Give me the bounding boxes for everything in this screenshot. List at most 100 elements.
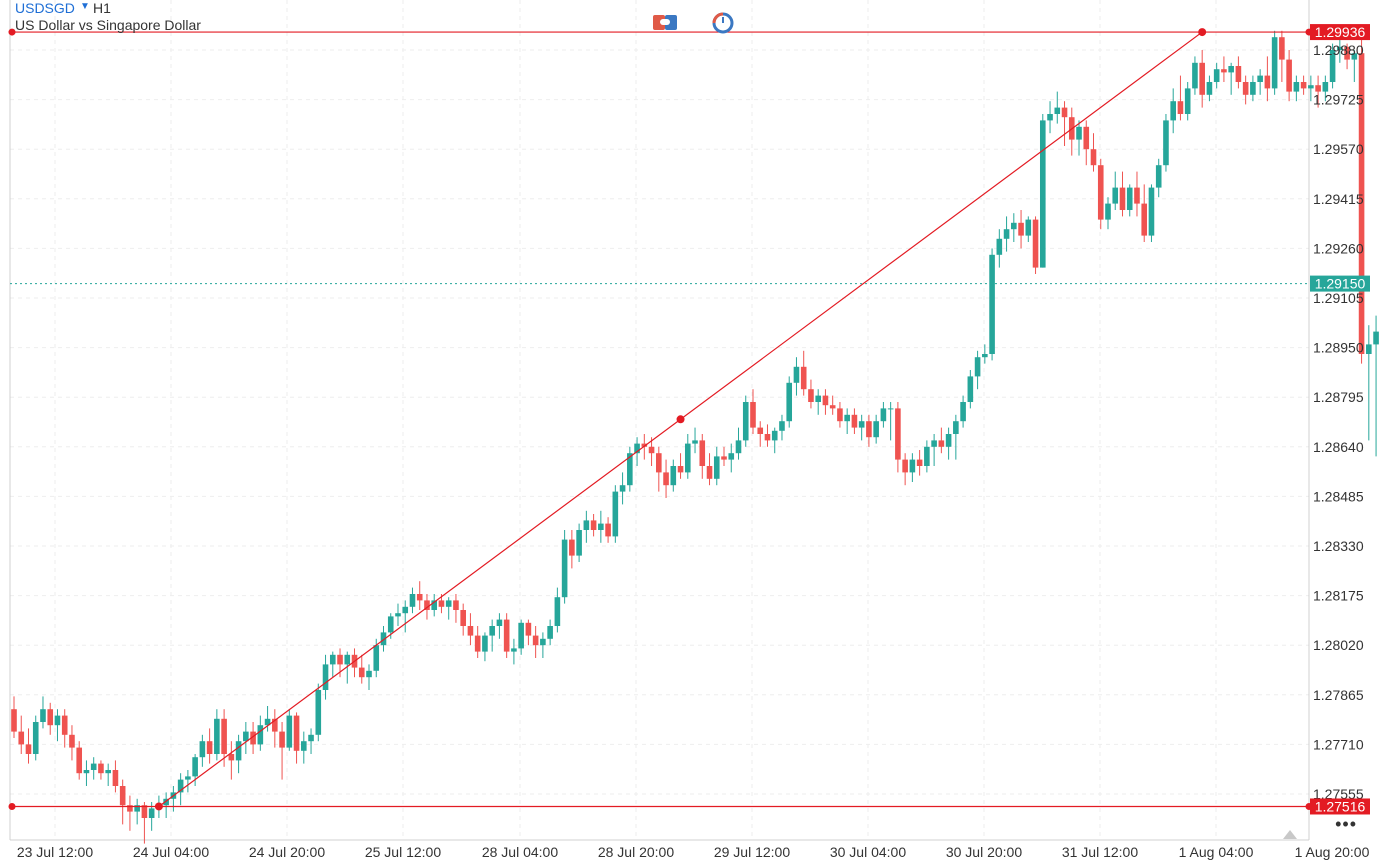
candle: [822, 389, 829, 415]
line-handle[interactable]: [8, 802, 16, 810]
candle: [482, 632, 488, 662]
candle: [829, 395, 836, 415]
candle-body: [1076, 126, 1082, 140]
candle: [1235, 56, 1242, 89]
candle-body: [931, 440, 937, 447]
candle-body: [243, 731, 249, 742]
candle: [1163, 114, 1169, 172]
candle: [793, 357, 800, 396]
candle-body: [11, 709, 17, 732]
candle-body: [1192, 62, 1198, 89]
candle-body: [1315, 85, 1321, 92]
candle: [431, 594, 438, 617]
candle: [648, 437, 655, 466]
candle: [1039, 114, 1046, 268]
candle: [561, 530, 568, 604]
candle-body: [1148, 187, 1155, 236]
candle: [858, 414, 865, 441]
candle: [134, 798, 140, 825]
candle-body: [148, 808, 155, 818]
candle: [409, 587, 416, 614]
candle: [1184, 82, 1191, 121]
candle: [460, 603, 466, 636]
candle: [185, 770, 191, 793]
candle: [286, 709, 293, 751]
candle-body: [663, 472, 669, 486]
symbol-name[interactable]: USDSGD: [15, 0, 75, 16]
candle-body: [1170, 101, 1176, 121]
x-tick-label: 23 Jul 12:00: [17, 844, 93, 860]
candle: [228, 741, 235, 780]
candle-body: [127, 805, 133, 812]
candle: [960, 395, 966, 428]
candle: [1068, 107, 1075, 156]
candle: [1025, 216, 1032, 242]
candle-body: [18, 731, 25, 745]
candle: [779, 414, 785, 441]
candle-body: [909, 459, 916, 473]
candle-body: [358, 667, 365, 678]
scroll-to-latest-icon[interactable]: [1283, 830, 1297, 839]
candle: [453, 594, 459, 623]
candle-body: [670, 466, 677, 486]
candle-body: [315, 690, 322, 735]
candle: [69, 725, 75, 761]
candle-body: [590, 520, 597, 530]
candle: [1083, 120, 1090, 166]
trend-line-handle[interactable]: [154, 802, 163, 811]
candle-body: [1083, 126, 1090, 150]
candle: [344, 651, 351, 684]
candle-body: [771, 430, 778, 441]
annotations[interactable]: [8, 28, 1313, 811]
candle: [554, 587, 561, 633]
candle-body: [866, 421, 872, 438]
candle-body: [815, 395, 821, 402]
candle: [1322, 75, 1329, 102]
candle: [909, 453, 916, 482]
candle-body: [540, 638, 546, 646]
candle: [47, 702, 54, 735]
candle: [25, 728, 32, 764]
candle-body: [1032, 219, 1039, 268]
trend-line-handle[interactable]: [1198, 28, 1207, 37]
candle: [402, 600, 409, 633]
candle: [627, 446, 633, 492]
candle-body: [221, 718, 227, 754]
candle: [1329, 43, 1336, 89]
more-options-icon[interactable]: •••: [1335, 814, 1357, 834]
candle-body: [779, 421, 785, 431]
line-handle[interactable]: [8, 28, 16, 36]
candle: [141, 802, 148, 844]
clock-icon[interactable]: [711, 12, 735, 34]
chart-settings-icon[interactable]: [653, 12, 677, 32]
candle-body: [837, 408, 843, 422]
candle: [532, 626, 539, 658]
candle: [127, 795, 133, 831]
candle-body: [1134, 187, 1140, 204]
candle: [32, 715, 39, 761]
x-tick-label: 31 Jul 12:00: [1062, 844, 1138, 860]
candle-body: [1351, 53, 1358, 60]
candle: [1228, 62, 1234, 95]
candle-body: [228, 754, 235, 761]
caret-down-icon[interactable]: ▼: [80, 1, 90, 12]
candle-body: [953, 421, 959, 434]
candle: [742, 395, 749, 447]
candle-body: [1126, 187, 1133, 210]
timeframe-label[interactable]: H1: [93, 0, 111, 16]
candle: [1293, 75, 1300, 102]
candle: [250, 722, 256, 754]
candle-body: [532, 635, 539, 646]
candle: [1177, 75, 1184, 121]
candle: [1003, 216, 1010, 252]
candle-body: [344, 654, 351, 665]
candle-body: [1047, 114, 1053, 121]
current-price-tag-bg: [1310, 275, 1370, 292]
candle: [1315, 75, 1321, 108]
candle: [1148, 184, 1155, 242]
support-price-tag: 1.27516: [1315, 798, 1366, 814]
candle: [1090, 133, 1097, 172]
trend-line-midpoint[interactable]: [676, 415, 685, 424]
